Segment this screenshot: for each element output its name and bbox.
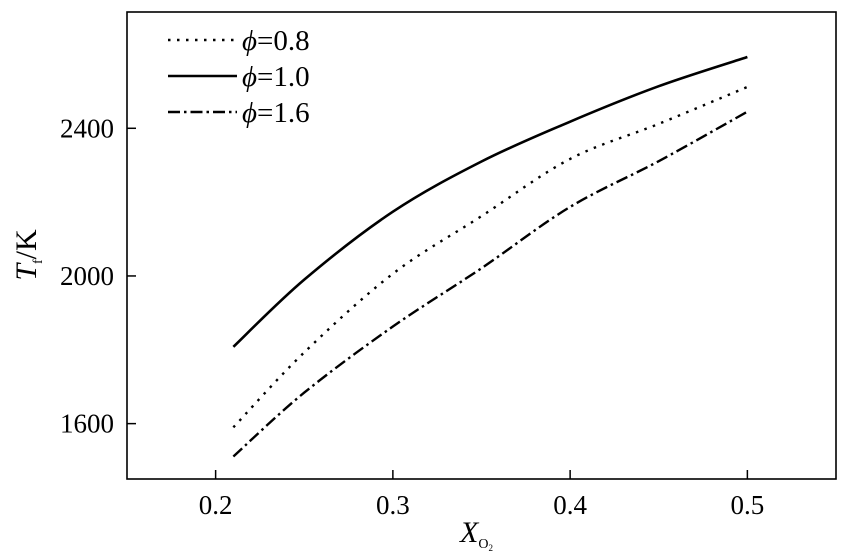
ticks-group: 0.2 0.3 0.4 0.5 1600 2000 2400 [60,113,764,520]
legend-label: ϕ=0.8 [242,25,310,57]
legend-symbol: ϕ [242,97,257,129]
legend-symbol: ϕ [242,61,257,93]
x-tick-label: 0.3 [376,490,410,520]
x-axis-title-sub: O [478,537,488,552]
legend-value: =1.0 [257,61,310,93]
legend-value: =0.8 [257,25,310,57]
series-line-solid [232,55,748,348]
y-tick-label: 2400 [60,113,114,143]
x-tick-label: 0.4 [553,490,587,520]
series-line-dashdot [232,110,748,458]
x-axis-title-subsub: 2 [488,543,493,553]
series-line-dotted [232,85,748,429]
legend: ϕ=0.8ϕ=1.0ϕ=1.6 [168,25,310,129]
legend-value: =1.6 [257,97,310,129]
legend-symbol: ϕ [242,25,257,57]
x-tick-label: 0.2 [199,490,233,520]
x-axis-title-main: X [459,516,480,549]
legend-label: ϕ=1.0 [242,61,310,93]
legend-label: ϕ=1.6 [242,97,310,129]
y-tick-label: 1600 [60,409,114,439]
series-group [232,55,748,458]
y-axis-title-main: T [10,262,43,281]
y-axis-title: Tf/K [10,229,46,281]
y-axis-title-rest: /K [10,229,43,259]
x-tick-label: 0.5 [731,490,765,520]
y-tick-label: 2000 [60,261,114,291]
y-axis-title-sub: f [31,259,46,264]
plot-frame [126,11,837,480]
x-axis-title: XO2 [459,516,493,553]
